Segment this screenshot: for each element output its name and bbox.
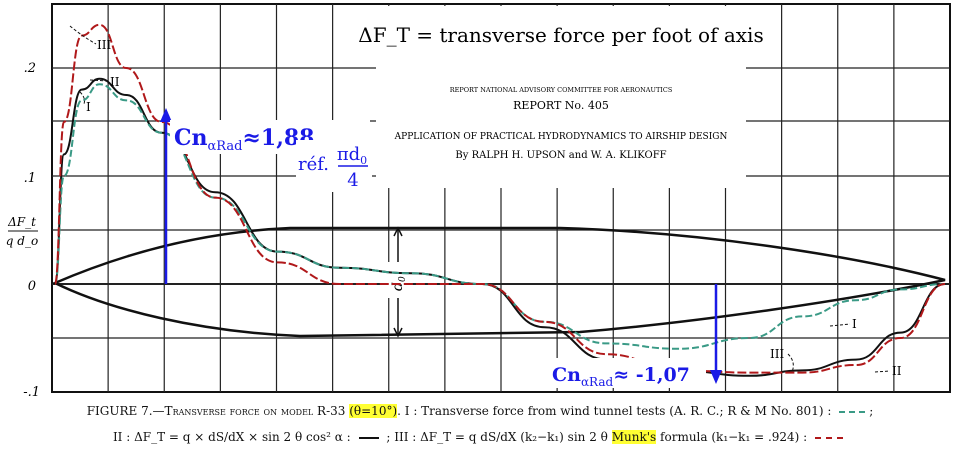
label-II-top: II [110, 75, 120, 89]
ylabel-top: ΔF_t [7, 215, 36, 229]
legend-swatch-II [358, 436, 379, 439]
diameter-label-bg [388, 262, 408, 298]
leader-I-top [79, 91, 85, 105]
ytick-1: .1 [24, 171, 36, 186]
ytick-3: -.1 [23, 385, 40, 400]
report-authors: By RALPH H. UPSON and W. A. KLIKOFF [455, 150, 666, 161]
caption-theta-highlight: (θ=10°) [349, 404, 398, 418]
cn-positive: CnαRad≈1,88 [174, 125, 314, 154]
arrow-up-head [160, 108, 172, 122]
reference-prefix: réf. [298, 154, 329, 175]
hull-outline [52, 226, 946, 338]
ytick-2: 0 [28, 279, 36, 294]
label-I-bottom: I [852, 317, 857, 331]
label-III-top: III [97, 38, 111, 52]
caption-line-2: II : ΔF_T = q × dS/dX × sin 2 θ cos² α :… [0, 430, 960, 444]
header-title: ΔF_T = transverse force per foot of axis [358, 23, 763, 47]
leader-II-top [89, 79, 109, 82]
caption-line-1: FIGURE 7.—Transverse force on model R-33… [0, 404, 960, 418]
caption-formula-III: ; III : ΔF_T = q dS/dX (k₂−k₁) sin 2 θ [386, 430, 608, 444]
curve-II [54, 77, 946, 377]
caption-formula-III-end: formula (k₁−k₁ = .924) : [660, 430, 808, 444]
cn-negative-bg [548, 358, 706, 388]
caption-munk-highlight: Munk's [611, 430, 657, 444]
ylabel-bottom: q d_o [6, 234, 38, 248]
ytick-0: .2 [24, 61, 36, 76]
label-I-top: I [86, 100, 91, 114]
leader-III-top [69, 25, 97, 45]
leader-III-bottom [787, 353, 794, 373]
report-title: APPLICATION OF PRACTICAL HYDRODYNAMICS T… [394, 132, 728, 142]
diameter-label: d0 [390, 276, 408, 291]
caption-line1-end: ; [869, 404, 874, 418]
legend-swatch-III [815, 436, 844, 439]
curve-III [54, 23, 946, 374]
leader-I-bottom [829, 323, 851, 327]
caption-line1-rest: . I : Transverse force from wind tunnel … [397, 404, 832, 418]
report-series: REPORT NATIONAL ADVISORY COMMITTEE FOR A… [450, 86, 673, 94]
caption-prefix: FIGURE 7.—Transverse force on model R-33 [86, 404, 346, 418]
label-II-bottom: II [892, 364, 902, 378]
reference-numerator: πd0 [337, 144, 367, 167]
arrow-down-head [710, 370, 722, 384]
report-number: REPORT No. 405 [513, 99, 609, 112]
report-box [376, 6, 746, 188]
label-III-bottom: III [770, 347, 784, 361]
cn-negative: CnαRad≈ -1,07 [552, 364, 690, 389]
reference-denominator: 4 [347, 170, 358, 191]
diameter-arrows [393, 226, 403, 338]
leader-II-bottom [874, 370, 891, 373]
legend-swatch-I [839, 410, 866, 413]
curve-I [54, 83, 946, 350]
caption-formula-II: II : ΔF_T = q × dS/dX × sin 2 θ cos² α : [112, 430, 351, 444]
